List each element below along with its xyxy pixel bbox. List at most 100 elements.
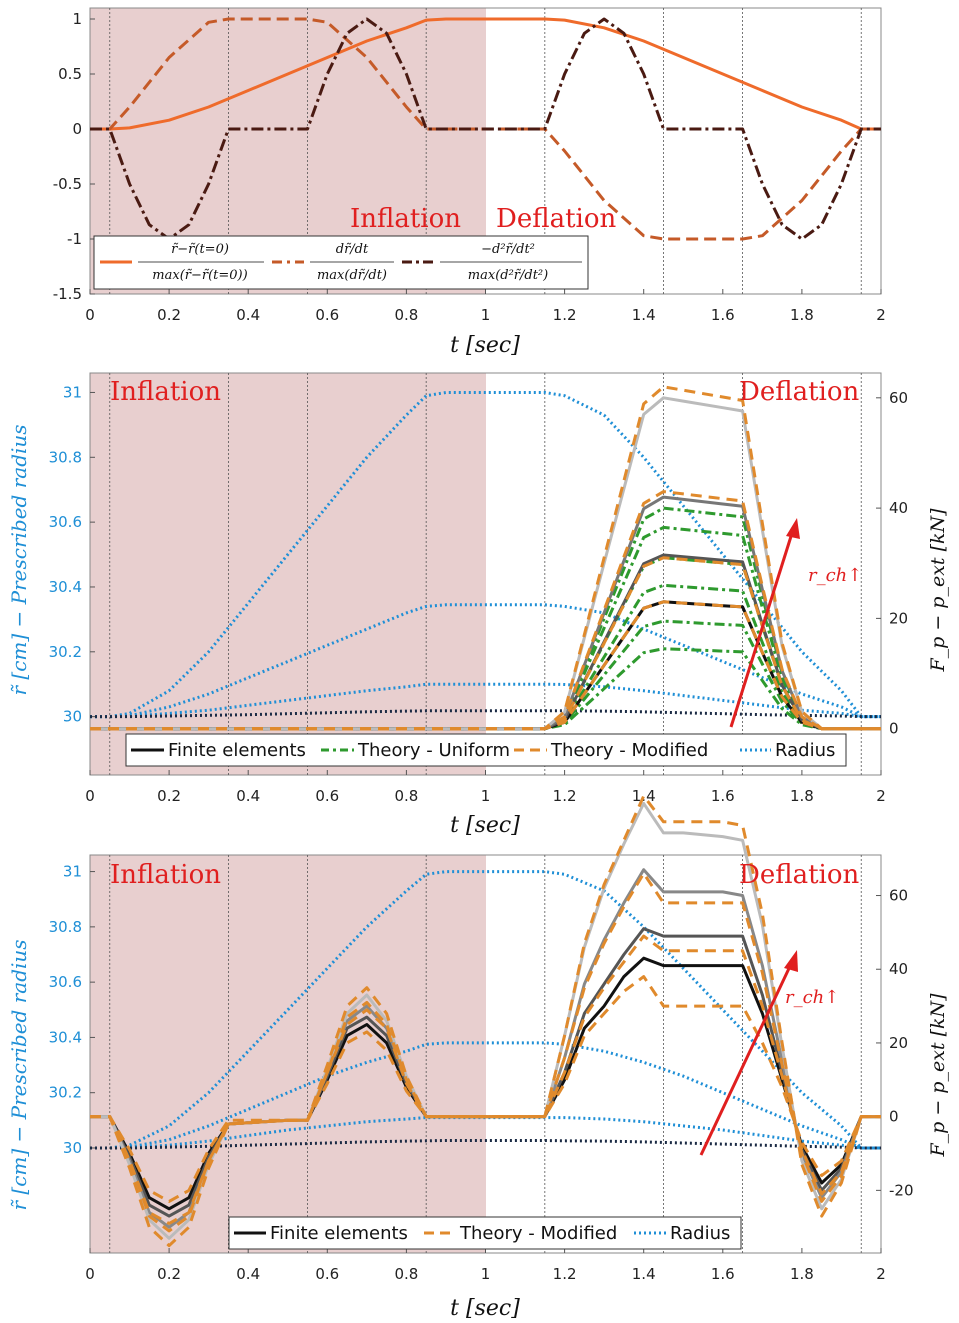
panel-1-legend: r̃−r̃(t=0) max(r̃−r̃(t=0)) dr̃/dt max(dr… (94, 236, 588, 289)
y-tick-label: 30 (63, 708, 82, 726)
x-tick-label: 2 (876, 1265, 886, 1283)
panel-3-legend: Finite elements Theory - Modified Radius (229, 1217, 741, 1249)
legend-normalized-acceleration-den: max(d²r̃/dt²) (468, 268, 548, 283)
x-tick-label: 1 (481, 787, 491, 805)
legend-theory-uniform: Theory - Uniform (357, 740, 510, 761)
y-tick-label: 30.2 (49, 643, 82, 661)
panel-3-left-y-axis-label: r̃ [cm] − Prescribed radius (7, 939, 31, 1210)
y2-tick-label: 0 (889, 720, 899, 738)
y-tick-label: 0 (72, 120, 82, 138)
legend-normalized-radius-num: r̃−r̃(t=0) (171, 242, 229, 257)
x-tick-label: 1.4 (632, 1265, 656, 1283)
y-tick-label: -1.5 (53, 285, 82, 303)
x-tick-label: 1.6 (711, 306, 735, 324)
panel-2-shade (90, 373, 486, 775)
y-tick-label: 30.2 (49, 1084, 82, 1102)
x-tick-label: 1.8 (790, 1265, 814, 1283)
y-tick-label: 0.5 (58, 65, 82, 83)
x-tick-label: 0.6 (315, 306, 339, 324)
panel-3-shade (90, 855, 486, 1253)
y2-tick-label: 40 (889, 499, 908, 517)
panel-1-inflation-label: Inflation (350, 204, 461, 234)
x-tick-label: 1 (481, 1265, 491, 1283)
panel-2-inflation-label: Inflation (110, 377, 221, 407)
legend-theory-modified: Theory - Modified (550, 740, 708, 761)
y-tick-label: 30.6 (49, 973, 82, 991)
x-tick-label: 0.8 (394, 306, 418, 324)
x-tick-label: 0.4 (236, 787, 260, 805)
panel-2-left-y-axis-label: r̃ [cm] − Prescribed radius (7, 424, 31, 695)
x-tick-label: 1.6 (711, 1265, 735, 1283)
x-tick-label: 0.4 (236, 306, 260, 324)
y-tick-label: 30.4 (49, 1028, 82, 1046)
legend-normalized-acceleration-num: −d²r̃/dt² (481, 242, 535, 257)
y-tick-label: 31 (63, 383, 82, 401)
panel-2-deflation-label: Deflation (739, 377, 859, 407)
legend-finite-elements-3: Finite elements (270, 1223, 408, 1244)
x-tick-label: 0.2 (157, 306, 181, 324)
legend-normalized-velocity-num: dr̃/dt (336, 242, 369, 257)
x-tick-label: 1.8 (790, 306, 814, 324)
x-tick-label: 1.6 (711, 787, 735, 805)
y-tick-label: 30.4 (49, 578, 82, 596)
panel-2-x-axis-label: t [sec] (450, 813, 520, 838)
x-tick-label: 0.2 (157, 1265, 181, 1283)
x-tick-label: 0 (85, 787, 95, 805)
panel-1-y-ticks: 1 0.5 0 -0.5 -1 -1.5 (53, 10, 95, 303)
y2-tick-label: 20 (889, 1034, 908, 1052)
y-tick-label: 30.8 (49, 918, 82, 936)
x-tick-label: 1.8 (790, 787, 814, 805)
x-tick-label: 0.8 (394, 787, 418, 805)
x-tick-label: 1.2 (553, 1265, 577, 1283)
x-tick-label: 0 (85, 1265, 95, 1283)
legend-normalized-radius-den: max(r̃−r̃(t=0)) (152, 268, 247, 283)
panel-3-x-axis-label: t [sec] (450, 1296, 520, 1321)
y2-tick-label: 60 (889, 887, 908, 905)
panel-1: 1 0.5 0 -0.5 -1 -1.5 0 0.2 0.4 0.6 0.8 1 1.2 1.4 1.6 1… (53, 8, 886, 358)
panel-3-left-y-ticks: 31 30.8 30.6 30.4 30.2 30 (49, 863, 95, 1157)
y-tick-label: -1 (67, 230, 82, 248)
y-tick-label: 30.8 (49, 448, 82, 466)
legend-radius: Radius (775, 740, 835, 761)
panel-2-rch-label: r_ch↑ (808, 565, 862, 586)
legend-normalized-velocity-den: max(dr̃/dt) (317, 268, 387, 283)
x-tick-label: 0.6 (315, 1265, 339, 1283)
panel-3-right-y-ticks: 60 40 20 0 -20 (876, 887, 914, 1200)
panel-3-rch-label: r_ch↑ (785, 987, 839, 1008)
panel-3-inflation-label: Inflation (110, 860, 221, 890)
x-tick-label: 0.2 (157, 787, 181, 805)
panel-2: 31 30.8 30.6 30.4 30.2 30 60 40 20 0 0 0.2 0.4 0.6 0… (7, 373, 949, 838)
panel-3: 31 30.8 30.6 30.4 30.2 30 60 40 20 0 -20 0 0.2 0.4 0… (7, 796, 949, 1321)
panel-2-legend: Finite elements Theory - Uniform Theory … (126, 734, 846, 766)
y-tick-label: 30.6 (49, 513, 82, 531)
y2-tick-label: 40 (889, 960, 908, 978)
y2-tick-label: -20 (889, 1181, 914, 1199)
y-tick-label: -0.5 (53, 175, 82, 193)
panel-2-right-y-axis-label: F_p − p_ext [kN] (927, 508, 949, 673)
x-tick-label: 1.2 (553, 306, 577, 324)
y-tick-label: 30 (63, 1139, 82, 1157)
y2-tick-label: 60 (889, 389, 908, 407)
panel-1-deflation-label: Deflation (496, 204, 616, 234)
panel-2-left-y-ticks: 31 30.8 30.6 30.4 30.2 30 (49, 383, 95, 725)
x-tick-label: 1 (481, 306, 491, 324)
y2-tick-label: 0 (889, 1108, 899, 1126)
x-tick-label: 0 (85, 306, 95, 324)
panel-1-x-axis-label: t [sec] (450, 333, 520, 358)
y2-tick-label: 20 (889, 609, 908, 627)
legend-finite-elements: Finite elements (168, 740, 306, 761)
x-tick-label: 0.8 (394, 1265, 418, 1283)
x-tick-label: 2 (876, 306, 886, 324)
legend-radius-3: Radius (670, 1223, 730, 1244)
x-tick-label: 2 (876, 787, 886, 805)
x-tick-label: 1.4 (632, 306, 656, 324)
x-tick-label: 0.6 (315, 787, 339, 805)
panel-3-deflation-label: Deflation (739, 860, 859, 890)
panel-3-right-y-axis-label: F_p − p_ext [kN] (927, 993, 949, 1158)
legend-theory-modified-3: Theory - Modified (459, 1223, 617, 1244)
x-tick-label: 0.4 (236, 1265, 260, 1283)
x-tick-label: 1.2 (553, 787, 577, 805)
y-tick-label: 31 (63, 863, 82, 881)
y-tick-label: 1 (72, 10, 82, 28)
